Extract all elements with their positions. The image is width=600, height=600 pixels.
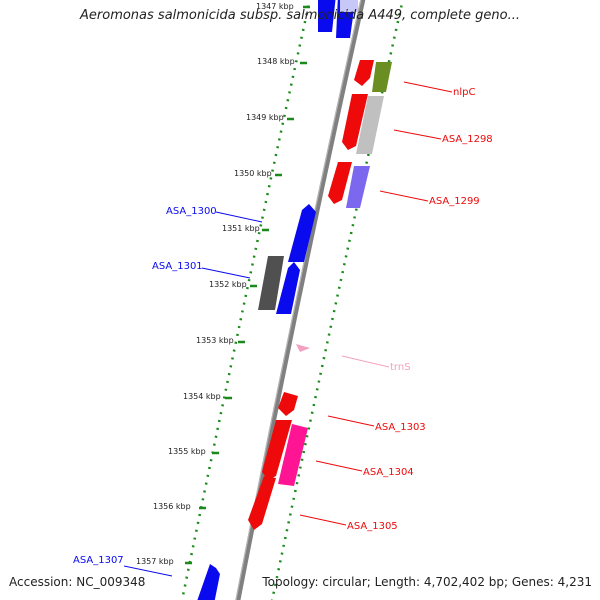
reverse-strand-genes <box>248 60 392 530</box>
tick-label-1353: 1353 kbp <box>196 336 234 345</box>
label-nlpC[interactable]: nlpC <box>453 87 475 98</box>
accession-text: Accession: NC_009348 <box>9 575 146 589</box>
leader-asa1304 <box>315 460 363 472</box>
gene-nlpC-red[interactable] <box>354 60 374 86</box>
tick-marks <box>185 5 310 565</box>
label-asa1303[interactable]: ASA_1303 <box>375 422 426 433</box>
tick-label-1348: 1348 kbp <box>257 57 295 66</box>
gene-asa1304[interactable] <box>278 424 308 486</box>
label-asa1301[interactable]: ASA_1301 <box>152 261 203 272</box>
tick-label-1354: 1354 kbp <box>183 392 221 401</box>
tick-label-1356: 1356 kbp <box>153 502 191 511</box>
gene-asa1305[interactable] <box>248 476 276 530</box>
label-asa1299[interactable]: ASA_1299 <box>429 196 480 207</box>
gene-top-forward-1[interactable] <box>318 0 336 32</box>
tick-label-1357: 1357 kbp <box>136 557 174 566</box>
tick-label-1349: 1349 kbp <box>246 113 284 122</box>
label-asa1300[interactable]: ASA_1300 <box>166 206 217 217</box>
leader-asa1307 <box>123 565 173 577</box>
leader-asa1299 <box>379 190 429 202</box>
topology-summary: Topology: circular; Length: 4,702,402 bp… <box>262 575 592 589</box>
tick-label-1347: 1347 kbp <box>256 2 294 11</box>
gene-asa1301[interactable] <box>258 256 284 310</box>
gene-asa1299-red[interactable] <box>328 162 352 204</box>
gene-nlpC[interactable] <box>372 62 392 92</box>
label-asa1307[interactable]: ASA_1307 <box>73 555 124 566</box>
leader-trnS <box>341 355 390 368</box>
label-asa1305[interactable]: ASA_1305 <box>347 521 398 532</box>
gene-asa1300[interactable] <box>288 204 316 262</box>
leader-lines <box>123 81 453 577</box>
tick-label-1351: 1351 kbp <box>222 224 260 233</box>
leader-asa1303 <box>327 415 375 427</box>
leader-asa1300 <box>215 211 263 223</box>
label-trnS[interactable]: trnS <box>390 362 411 373</box>
gene-asa1298[interactable] <box>356 96 384 154</box>
label-asa1304[interactable]: ASA_1304 <box>363 467 414 478</box>
tick-label-1352: 1352 kbp <box>209 280 247 289</box>
leader-asa1305 <box>299 514 347 526</box>
map-title: Aeromonas salmonicida subsp. salmonicida… <box>80 8 520 23</box>
gene-trnS[interactable] <box>296 344 310 352</box>
gene-asa1303[interactable] <box>278 392 298 416</box>
gene-asa1298-red[interactable] <box>342 94 368 150</box>
gene-asa1301-partner[interactable] <box>276 262 300 314</box>
gene-asa1299[interactable] <box>346 166 370 208</box>
gene-asa1304-red[interactable] <box>262 420 292 480</box>
leader-asa1298 <box>393 129 442 140</box>
leader-asa1301 <box>201 267 251 279</box>
tick-label-1350: 1350 kbp <box>234 169 272 178</box>
label-asa1298[interactable]: ASA_1298 <box>442 134 493 145</box>
gene-asa1307[interactable] <box>196 564 220 600</box>
leader-nlpC <box>403 81 453 93</box>
forward-strand-genes <box>196 0 358 600</box>
tick-label-1355: 1355 kbp <box>168 447 206 456</box>
